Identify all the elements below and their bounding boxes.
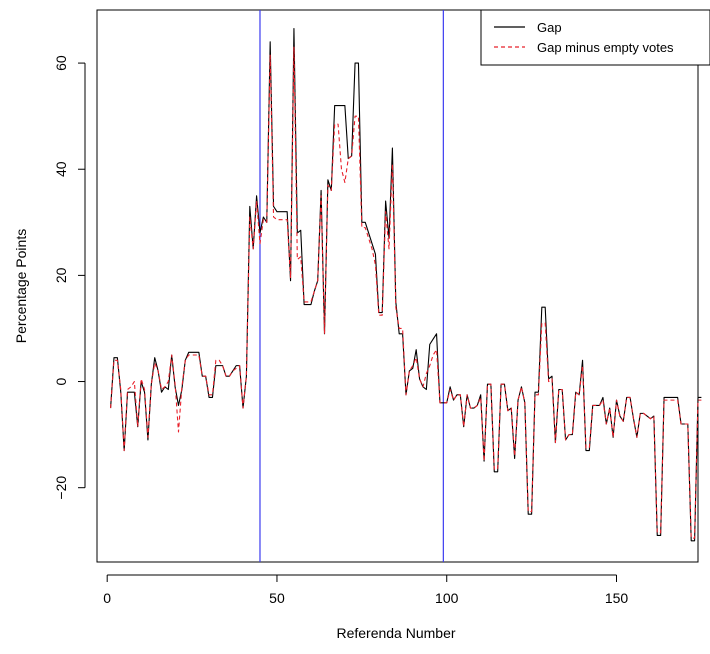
y-tick-label-60: 60 bbox=[53, 55, 69, 71]
x-tick-label-50: 50 bbox=[269, 590, 285, 606]
vertical-lines bbox=[259, 10, 444, 562]
axes: 0 50 100 150 −20 0 20 40 60 bbox=[53, 55, 628, 606]
legend: Gap Gap minus empty votes bbox=[480, 9, 710, 66]
legend-label-gap: Gap bbox=[537, 20, 562, 35]
series-line-gap-minus-empty-votes bbox=[110, 46, 702, 539]
series-lines bbox=[110, 28, 702, 542]
legend-box bbox=[480, 9, 710, 66]
legend-label-gap-minus-empty: Gap minus empty votes bbox=[537, 40, 674, 55]
x-tick-label-150: 150 bbox=[605, 590, 629, 606]
y-axis-title: Percentage Points bbox=[13, 229, 29, 343]
plot-frame bbox=[96, 9, 699, 563]
y-tick-label-40: 40 bbox=[53, 161, 69, 177]
y-tick-label-20: 20 bbox=[53, 267, 69, 283]
y-tick-label-0: 0 bbox=[53, 377, 69, 385]
x-axis-title: Referenda Number bbox=[336, 625, 455, 641]
series-line-gap bbox=[110, 28, 702, 542]
x-tick-label-0: 0 bbox=[103, 590, 111, 606]
y-tick-label--20: −20 bbox=[53, 476, 69, 500]
x-tick-label-100: 100 bbox=[435, 590, 459, 606]
